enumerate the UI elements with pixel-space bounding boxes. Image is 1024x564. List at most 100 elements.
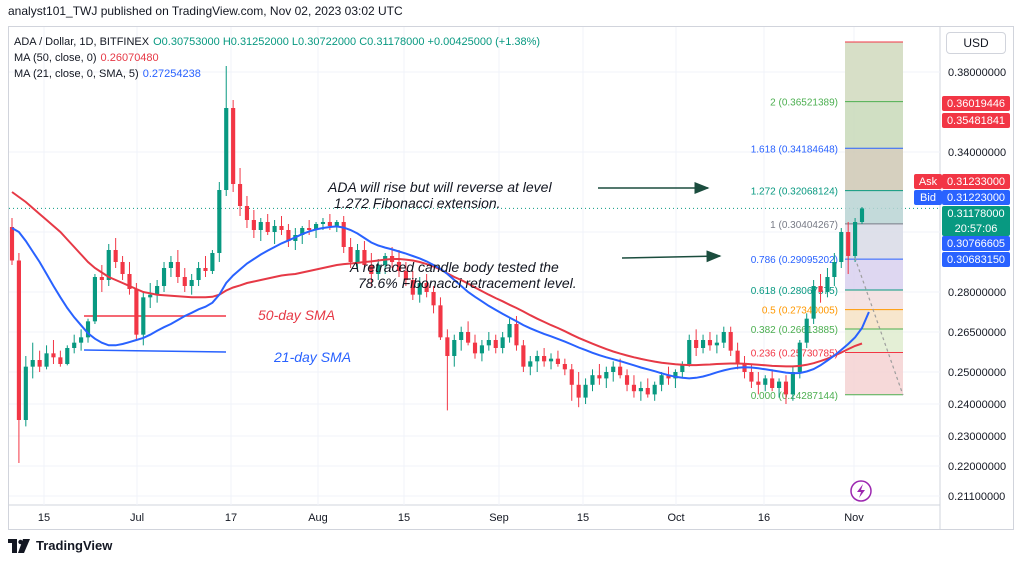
price-tag (942, 113, 1010, 128)
candle-body (120, 262, 125, 274)
price-tag (942, 174, 1010, 189)
candle-body (673, 372, 678, 379)
candle-body (569, 369, 574, 385)
ohlc-values: O0.30753000 H0.31252000 L0.30722000 C0.3… (153, 36, 541, 48)
annotation-retracement-line2: 78.6% Fibonacci retracement level. (358, 275, 577, 291)
fib-level-label: 0.786 (0.29095202) (751, 255, 838, 266)
candle-body (189, 280, 194, 286)
candle-body (825, 277, 830, 292)
candle-body (362, 250, 367, 265)
candle-body (687, 340, 692, 364)
candle-body (652, 384, 657, 395)
candle-body (756, 381, 761, 385)
price-tag-value: 0.30683150 (947, 254, 1005, 266)
candle-body (286, 230, 291, 241)
price-tick-label: 0.38000000 (948, 67, 1006, 79)
price-tag (942, 252, 1010, 267)
price-tick-label: 0.24000000 (948, 399, 1006, 411)
price-tick-label: 0.22000000 (948, 461, 1006, 473)
candle-body (92, 277, 97, 322)
candle-body (161, 268, 167, 286)
currency-button[interactable]: USD (946, 32, 1006, 54)
candle-body (542, 356, 547, 362)
candle-body (334, 222, 339, 226)
candle-body (514, 324, 519, 346)
candle-body (770, 378, 775, 388)
candle-body (700, 340, 706, 348)
candle-body (127, 274, 132, 289)
candle-body (210, 253, 215, 271)
candle-body (590, 375, 595, 385)
price-tag-value: 0.31233000 (947, 176, 1005, 188)
time-tick-label: 15 (398, 512, 410, 524)
candle-body (9, 227, 15, 261)
candle-body (244, 206, 250, 220)
candle-body (472, 342, 478, 354)
price-tag-value: 0.35481841 (947, 115, 1005, 127)
time-tick-label: Aug (308, 512, 328, 524)
candle-body (168, 262, 174, 268)
fib-level-label: 0.000 (0.24287144) (751, 391, 838, 402)
price-tick-label: 0.25000000 (948, 367, 1006, 379)
fib-band (845, 352, 903, 395)
price-tag-value: 0.31178000 (947, 208, 1004, 220)
candle-body (424, 283, 429, 292)
candle-body (300, 228, 305, 235)
fib-level-label: 0.618 (0.28067575) (751, 286, 838, 297)
candle-body (16, 260, 21, 420)
candle-body (452, 340, 457, 356)
candle-body (466, 332, 471, 343)
chart-text: ADA will rise but will reverse at level … (258, 179, 577, 365)
candle-body (500, 337, 505, 348)
label-50-day-sma: 50-day SMA (258, 307, 335, 323)
fib-level-label: 0.5 (0.27340005) (762, 306, 838, 317)
tradingview-logo-icon (8, 538, 30, 553)
lightning-icon[interactable] (850, 480, 872, 502)
price-tag-label: Bid (920, 192, 936, 204)
candle-body (99, 277, 104, 280)
candle-body (611, 366, 616, 372)
chart-legend: ADA / Dollar, 1D, BITFINEX O0.30753000 H… (14, 34, 540, 82)
price-axis: 0.380000000.340000000.300000000.28000000… (948, 67, 1006, 503)
fib-level-label: 1.272 (0.32068124) (751, 187, 838, 198)
candle-body (30, 360, 35, 367)
candle-body (37, 360, 42, 367)
candle-body (645, 388, 650, 395)
candle-body (521, 345, 526, 367)
price-tag-value: 0.30766605 (947, 238, 1005, 250)
candle-body (777, 381, 782, 388)
fib-band (845, 328, 903, 353)
fib-band (845, 101, 903, 149)
candle-body (438, 305, 443, 338)
candle-body (714, 342, 719, 346)
price-tag (942, 206, 1010, 236)
fib-level-label: 2 (0.36521389) (770, 98, 838, 109)
price-tag-label-bg (914, 190, 942, 205)
candle-body (106, 250, 111, 280)
time-tick-label: Sep (489, 512, 509, 524)
candle-body (182, 277, 187, 286)
candle-body (417, 283, 422, 295)
candle-body (175, 262, 180, 277)
candle-body (134, 289, 139, 335)
candle-body (403, 271, 408, 280)
candle-body (155, 286, 160, 295)
tradingview-brand: TradingView (36, 538, 113, 553)
candle-body (445, 337, 450, 356)
price-tag (942, 96, 1010, 111)
price-tag-value: 0.36019446 (947, 98, 1005, 110)
candle-body (507, 324, 512, 338)
fib-band (845, 309, 903, 329)
candle-body (548, 358, 554, 362)
candle-body (797, 342, 802, 372)
candle-body (694, 340, 699, 348)
time-tick-label: Jul (130, 512, 144, 524)
candle-body (749, 372, 754, 382)
candle-body (410, 280, 415, 295)
fib-level-label: 1.618 (0.34184648) (751, 144, 838, 155)
candle-body (493, 340, 498, 348)
fib-band (845, 259, 903, 290)
candle-body (783, 381, 789, 395)
time-tick-label: 15 (577, 512, 589, 524)
